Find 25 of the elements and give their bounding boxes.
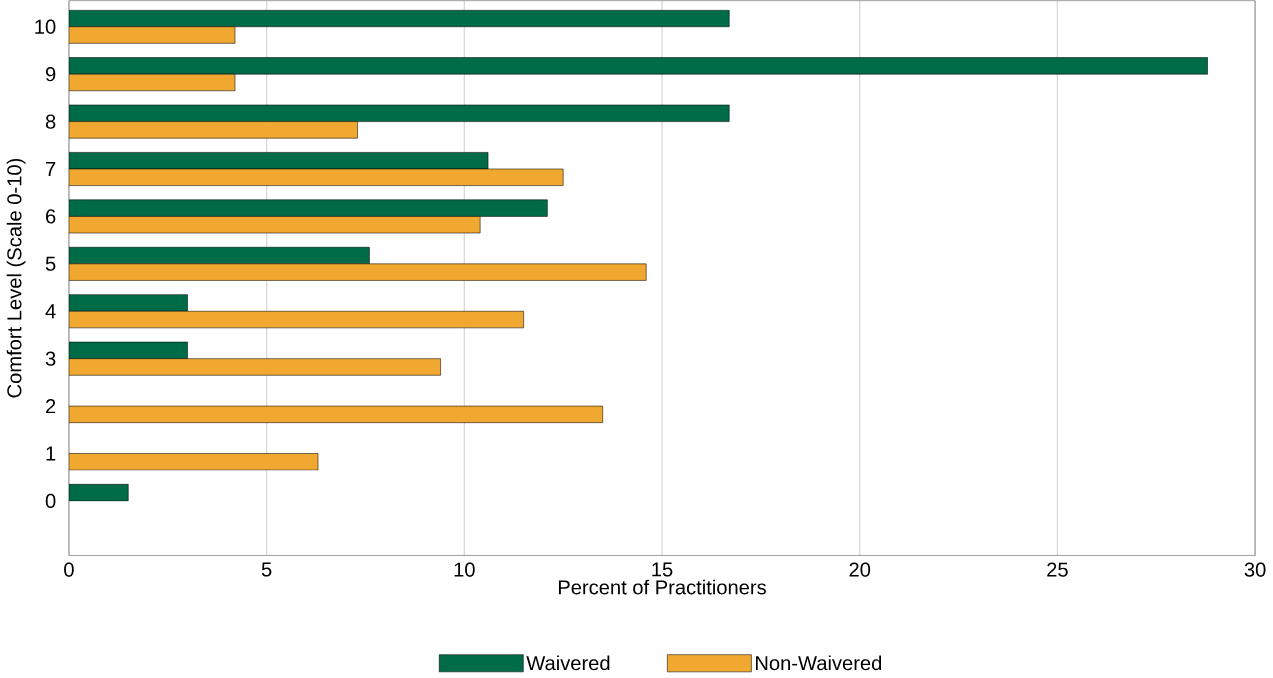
x-tick-label: 25 <box>1047 562 1068 577</box>
x-tick-label: 20 <box>849 562 871 577</box>
y-tick-label: 0 <box>45 493 56 508</box>
y-tick-label: 9 <box>45 66 56 82</box>
x-tick-label: 0 <box>64 562 74 577</box>
bar <box>68 483 129 501</box>
x-tick-label: 5 <box>261 562 272 577</box>
y-tick-label: 5 <box>45 256 56 271</box>
y-tick-label: 8 <box>45 114 56 129</box>
y-tick-label: 10 <box>35 19 56 34</box>
y-axis-title: Comfort Level (Scale 0-10) <box>6 158 26 398</box>
y-tick-label: 7 <box>46 161 56 176</box>
bar <box>68 453 319 471</box>
legend-label: Non-Waivered <box>756 655 882 670</box>
bar <box>68 405 603 423</box>
x-tick-label: 15 <box>652 562 673 577</box>
x-axis-title: Percent of Practitioners <box>558 579 766 595</box>
y-tick-label: 2 <box>46 398 56 413</box>
x-tick-label: 30 <box>1244 562 1266 577</box>
y-tick-label: 1 <box>46 446 56 461</box>
y-tick-label: 6 <box>46 209 56 224</box>
y-tick-label: 4 <box>45 304 56 318</box>
y-tick-label: 3 <box>45 351 56 366</box>
x-tick-label: 10 <box>454 562 475 577</box>
legend-label: Waivered <box>526 655 610 670</box>
